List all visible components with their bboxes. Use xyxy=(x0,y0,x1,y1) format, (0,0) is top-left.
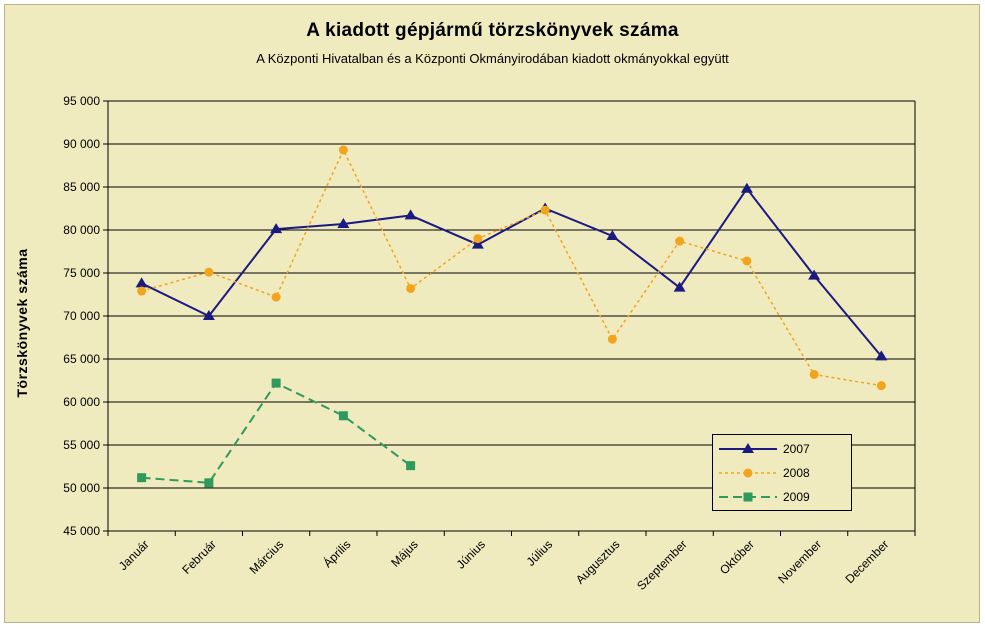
data-point-2008 xyxy=(742,256,752,266)
data-point-2007 xyxy=(135,277,148,288)
data-point-2008 xyxy=(876,381,886,391)
data-point-2008 xyxy=(137,286,147,296)
legend-swatch-2009 xyxy=(719,492,777,502)
y-tick-label: 85 000 xyxy=(63,180,100,194)
y-tick-label: 90 000 xyxy=(63,137,100,151)
data-point-2007 xyxy=(337,217,350,228)
data-point-2007 xyxy=(740,182,753,193)
data-point-2007 xyxy=(673,281,686,292)
legend-item-2007: 2007 xyxy=(713,439,851,459)
data-point-2008 xyxy=(473,234,483,244)
data-point-2007 xyxy=(808,269,821,280)
y-tick-label: 75 000 xyxy=(63,266,100,280)
data-point-2008 xyxy=(675,236,685,246)
y-tick-label: 45 000 xyxy=(63,524,100,538)
x-tick-label: Április xyxy=(320,537,354,571)
data-point-2007 xyxy=(471,238,484,249)
data-point-2007 xyxy=(202,310,215,320)
data-point-2009 xyxy=(338,411,348,421)
x-tick-label: Március xyxy=(247,537,287,577)
x-tick-label: Május xyxy=(388,537,421,570)
y-tick-label: 95 000 xyxy=(63,94,100,108)
series-line-2007 xyxy=(141,186,883,358)
data-point-2008 xyxy=(406,283,416,293)
legend-item-2009: 2009 xyxy=(713,487,851,507)
y-tick-label: 60 000 xyxy=(63,395,100,409)
data-point-2008 xyxy=(540,205,550,215)
x-tick-label: Október xyxy=(717,537,757,577)
data-point-2009 xyxy=(137,473,147,483)
data-point-2008 xyxy=(271,292,281,302)
y-tick-label: 55 000 xyxy=(63,438,100,452)
data-point-2008 xyxy=(338,145,348,155)
legend-label-2007: 2007 xyxy=(783,442,810,456)
y-tick-label: 70 000 xyxy=(63,309,100,323)
data-point-2007 xyxy=(606,230,619,241)
legend-swatch-2008 xyxy=(719,468,777,478)
data-point-2007 xyxy=(404,209,417,220)
x-tick-label: Szeptember xyxy=(634,537,690,593)
data-point-2008 xyxy=(809,369,819,379)
legend-swatch-2007 xyxy=(719,443,777,453)
chart-subtitle: A Központi Hivatalban és a Központi Okmá… xyxy=(256,51,729,66)
chart-title: A kiadott gépjármű törzskönyvek száma xyxy=(306,20,679,41)
x-tick-label: Február xyxy=(179,537,219,577)
legend-label-2009: 2009 xyxy=(783,490,810,504)
x-tick-label: November xyxy=(775,537,824,586)
x-tick-label: December xyxy=(842,537,891,586)
x-tick-label: Június xyxy=(454,537,488,571)
x-tick-label: Január xyxy=(116,537,152,573)
data-point-2007 xyxy=(270,223,283,234)
data-point-2008 xyxy=(607,334,617,344)
series-line-2008 xyxy=(141,148,882,387)
legend-label-2008: 2008 xyxy=(783,466,810,480)
legend-item-2008: 2008 xyxy=(713,463,851,483)
y-tick-label: 50 000 xyxy=(63,481,100,495)
legend: 2007 2008 2009 xyxy=(712,434,852,511)
data-point-2009 xyxy=(204,478,214,488)
y-tick-label: 80 000 xyxy=(63,223,100,237)
data-point-2009 xyxy=(271,378,281,388)
x-tick-label: Augusztus xyxy=(573,537,623,587)
data-point-2009 xyxy=(406,461,416,471)
data-point-2008 xyxy=(204,267,214,277)
y-tick-label: 65 000 xyxy=(63,352,100,366)
data-point-2007 xyxy=(875,350,888,361)
x-tick-label: Július xyxy=(524,537,556,569)
